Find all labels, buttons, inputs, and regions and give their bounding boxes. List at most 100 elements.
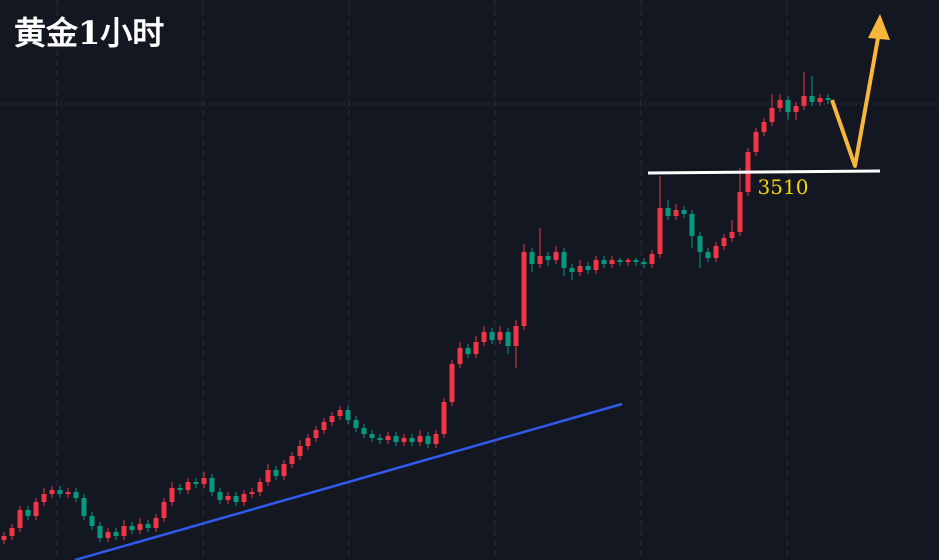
candle-body: [121, 526, 127, 536]
candle-body: [25, 510, 31, 516]
candle-body: [737, 192, 743, 232]
candle-body: [777, 100, 783, 108]
candle-body: [89, 516, 95, 526]
candle-body: [417, 436, 423, 442]
candle-body: [537, 256, 543, 264]
candle-body: [761, 122, 767, 132]
candle-body: [449, 364, 455, 402]
candle-body: [633, 260, 639, 262]
candle-body: [265, 470, 271, 482]
candle-body: [1, 536, 7, 540]
candle-body: [785, 100, 791, 112]
candles: [1, 72, 831, 544]
candle-body: [217, 492, 223, 500]
candle-body: [729, 232, 735, 238]
arrow: [830, 37, 880, 168]
support-line: [647, 169, 881, 175]
candle-body: [793, 106, 799, 112]
candle-body: [401, 438, 407, 442]
candle-body: [113, 532, 119, 536]
candle-body: [329, 416, 335, 422]
candle-body: [409, 438, 415, 442]
candle-body: [41, 494, 47, 502]
candle-body: [161, 502, 167, 518]
candle-body: [337, 410, 343, 416]
candle-body: [321, 422, 327, 430]
candle-body: [553, 252, 559, 260]
candle-body: [305, 438, 311, 446]
candle-body: [441, 402, 447, 434]
candle-body: [33, 502, 39, 516]
candle-body: [297, 446, 303, 456]
candle-body: [673, 210, 679, 216]
candle-body: [361, 428, 367, 434]
candle-body: [369, 434, 375, 438]
candle-body: [497, 332, 503, 340]
candle-body: [657, 208, 663, 254]
candle-body: [169, 488, 175, 502]
candle-body: [593, 260, 599, 270]
candle-body: [9, 528, 15, 536]
candle-body: [721, 238, 727, 246]
candle-body: [769, 108, 775, 122]
candle-body: [457, 348, 463, 364]
candle-body: [249, 492, 255, 494]
arrow-head: [868, 14, 890, 40]
candle-body: [649, 254, 655, 264]
arrow-path: [830, 37, 880, 168]
candle-body: [753, 132, 759, 152]
candle-body: [585, 266, 591, 270]
candle-body: [513, 326, 519, 346]
candle-body: [521, 252, 527, 326]
candle-body: [345, 410, 351, 420]
candle-body: [201, 478, 207, 484]
candle-body: [801, 96, 807, 106]
candle-body: [569, 268, 575, 272]
candle-body: [689, 214, 695, 236]
candle-body: [73, 492, 79, 498]
candle-body: [601, 260, 607, 264]
candle-body: [241, 494, 247, 502]
candle-body: [561, 252, 567, 268]
support-label: 3510: [758, 175, 809, 199]
candle-body: [697, 236, 703, 252]
candle-body: [385, 436, 391, 440]
trend-line: [74, 402, 623, 560]
candle-body: [433, 434, 439, 444]
grid: [56, 0, 788, 560]
candle-body: [481, 332, 487, 342]
candle-body: [209, 478, 215, 492]
candle-body: [137, 524, 143, 530]
chart-title: 黄金1小时: [14, 14, 164, 52]
candle-body: [713, 246, 719, 258]
candle-body: [609, 260, 615, 264]
candle-body: [465, 348, 471, 354]
candle-body: [17, 510, 23, 528]
candle-body: [289, 456, 295, 464]
candle-body: [625, 260, 631, 262]
candle-body: [177, 488, 183, 490]
candle-body: [817, 98, 823, 102]
candle-body: [145, 524, 151, 528]
candle-body: [681, 210, 687, 214]
candle-body: [313, 430, 319, 438]
candle-body: [105, 532, 111, 538]
candle-body: [393, 436, 399, 442]
candle-body: [65, 492, 71, 494]
candle-body: [257, 482, 263, 492]
candle-body: [545, 256, 551, 260]
candle-body: [705, 252, 711, 258]
candle-body: [529, 252, 535, 264]
candle-body: [577, 266, 583, 272]
candle-body: [377, 438, 383, 440]
candle-body: [641, 262, 647, 264]
candle-body: [97, 526, 103, 538]
candle-body: [225, 496, 231, 500]
candle-body: [233, 496, 239, 502]
candle-body: [617, 260, 623, 262]
candle-body: [81, 498, 87, 516]
candle-body: [193, 482, 199, 484]
candle-body: [353, 420, 359, 428]
